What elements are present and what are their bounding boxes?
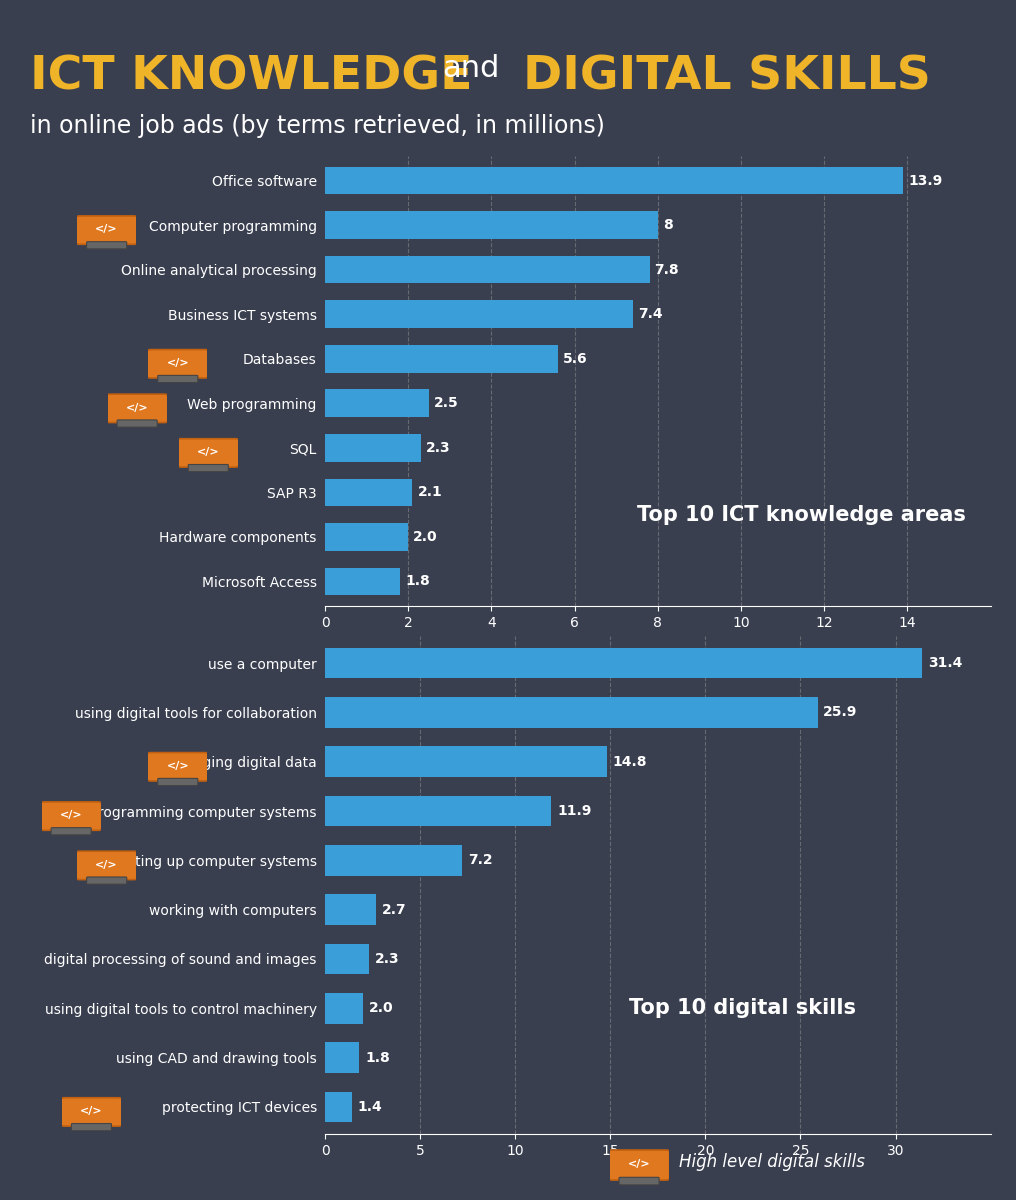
Text: 2.1: 2.1 [418,485,442,499]
Bar [325,434,421,462]
Text: 25.9: 25.9 [823,706,858,720]
Text: 7.8: 7.8 [654,263,679,277]
Text: 13.9: 13.9 [908,174,943,187]
Text: 31.4: 31.4 [928,656,962,670]
Bar [325,746,607,778]
FancyBboxPatch shape [117,420,157,427]
Text: </>: </> [96,859,118,870]
Text: </>: </> [197,448,219,457]
FancyBboxPatch shape [188,464,229,472]
FancyBboxPatch shape [51,828,91,835]
Text: 5.6: 5.6 [563,352,587,366]
FancyBboxPatch shape [619,1177,659,1184]
Bar [325,390,429,418]
Text: High level digital skills: High level digital skills [679,1153,865,1171]
Bar [325,344,558,372]
Bar [325,894,377,925]
Text: Top 10 digital skills: Top 10 digital skills [629,998,856,1019]
Bar [325,845,462,876]
FancyBboxPatch shape [609,1150,670,1180]
Text: 2.7: 2.7 [382,902,406,917]
FancyBboxPatch shape [86,877,127,884]
Text: ICT KNOWLEDGE: ICT KNOWLEDGE [30,54,473,98]
FancyBboxPatch shape [76,851,137,880]
Bar [325,648,923,678]
FancyBboxPatch shape [147,349,208,378]
Bar [325,1043,360,1073]
Text: 1.8: 1.8 [365,1050,390,1064]
Text: 1.8: 1.8 [405,575,430,588]
Text: </>: </> [167,358,189,368]
Bar [325,943,369,974]
Text: </>: </> [60,810,82,821]
Bar [325,211,658,239]
Bar [325,796,552,827]
Bar [325,992,363,1024]
FancyBboxPatch shape [178,439,239,467]
Text: 1.4: 1.4 [358,1100,382,1114]
Text: 2.3: 2.3 [375,952,399,966]
Bar [325,300,633,328]
Text: 11.9: 11.9 [557,804,591,818]
Text: 7.4: 7.4 [638,307,662,322]
Text: 2.0: 2.0 [369,1001,393,1015]
FancyBboxPatch shape [107,394,168,422]
Text: 2.0: 2.0 [414,530,438,544]
Bar [325,256,649,283]
Text: Top 10 ICT knowledge areas: Top 10 ICT knowledge areas [637,505,966,524]
Bar [325,568,400,595]
Text: 2.5: 2.5 [434,396,459,410]
Text: </>: </> [80,1106,103,1116]
FancyBboxPatch shape [157,779,198,786]
FancyBboxPatch shape [76,216,137,245]
Text: 2.3: 2.3 [426,440,450,455]
Bar [325,479,412,506]
Text: </>: </> [96,224,118,234]
Text: DIGITAL SKILLS: DIGITAL SKILLS [523,54,931,98]
FancyBboxPatch shape [157,376,198,383]
FancyBboxPatch shape [147,752,208,781]
Text: in online job ads (by terms retrieved, in millions): in online job ads (by terms retrieved, i… [30,114,606,138]
Text: and: and [442,54,499,83]
Text: </>: </> [628,1159,650,1169]
Bar [325,697,818,727]
Bar [325,167,903,194]
Text: 8: 8 [662,218,673,232]
Text: 14.8: 14.8 [613,755,647,769]
FancyBboxPatch shape [86,241,127,248]
Text: 7.2: 7.2 [467,853,493,868]
FancyBboxPatch shape [41,802,102,830]
Text: </>: </> [126,402,148,413]
FancyBboxPatch shape [61,1098,122,1126]
Bar [325,523,408,551]
Text: </>: </> [167,761,189,770]
Bar [325,1092,352,1122]
FancyBboxPatch shape [71,1123,112,1130]
